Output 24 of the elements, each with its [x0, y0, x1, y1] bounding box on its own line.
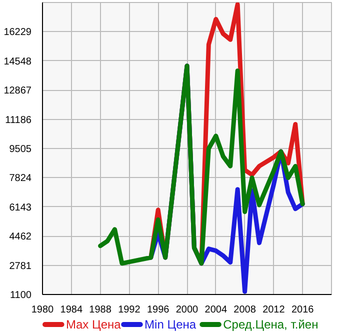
x-tick-label: 1980	[31, 304, 54, 316]
line-series	[98, 64, 305, 266]
x-tick-label: 1996	[146, 304, 170, 316]
y-tick-label: 14548	[4, 56, 32, 68]
x-tick-label: 2012	[262, 304, 286, 316]
legend-label: Сред.Цена, т.йен	[223, 318, 318, 332]
x-tick-label: 1984	[60, 304, 83, 316]
x-tick-label: 2008	[234, 304, 256, 316]
y-tick-label: 6143	[9, 202, 32, 214]
x-tick-label: 2000	[176, 304, 199, 316]
y-tick-label: 1100	[10, 290, 32, 301]
y-tick-label: 16229	[4, 27, 32, 38]
y-tick-label: 2781	[9, 260, 32, 272]
x-tick-label: 2004	[204, 304, 228, 316]
legend-label: Max Цена	[66, 318, 122, 332]
y-tick-label: 7824	[9, 173, 32, 184]
y-tick-label: 12867	[4, 86, 32, 97]
y-tick-label: 9505	[9, 144, 32, 155]
y-tick-label: 11186	[5, 114, 32, 126]
x-tick-label: 2016	[291, 304, 314, 316]
x-tick-label: 1992	[118, 304, 141, 316]
x-tick-label: 1988	[89, 304, 112, 316]
y-tick-label: 4462	[9, 232, 32, 243]
legend-label: Min Цена	[144, 318, 196, 332]
